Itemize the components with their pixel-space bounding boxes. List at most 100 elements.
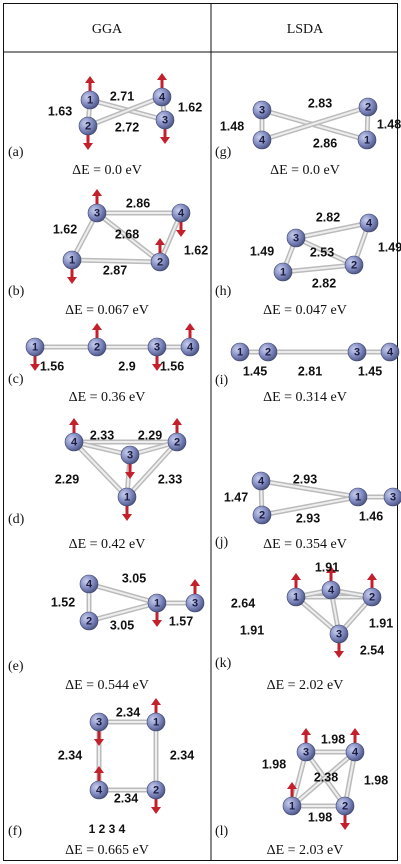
- bond-highlight: [73, 441, 128, 498]
- panel-label: (k): [215, 656, 232, 671]
- spin-arrow-head: [92, 323, 102, 330]
- panel-label: (d): [8, 512, 25, 527]
- atom: [117, 487, 137, 507]
- bond-length: 2.34: [116, 705, 140, 719]
- bond-length: 2.64: [231, 596, 255, 610]
- column-header: GGA: [92, 22, 123, 37]
- atom: [89, 780, 109, 800]
- bond-length: 1.63: [48, 104, 72, 118]
- atom-label: 4: [187, 341, 194, 353]
- atom-label: 2: [365, 101, 371, 113]
- atom: [120, 445, 140, 465]
- atom-label: 2: [351, 259, 357, 271]
- bond-highlight: [282, 264, 355, 273]
- bond-length: 1.48: [220, 119, 244, 133]
- bond-length: 1.45: [358, 364, 382, 378]
- bond-highlight: [71, 259, 161, 263]
- atom: [329, 624, 349, 644]
- bond-length: 2.72: [115, 120, 139, 134]
- atom: [359, 213, 379, 233]
- spin-arrow-head: [157, 73, 167, 80]
- atom: [185, 593, 205, 613]
- atom-label: 1: [364, 134, 370, 146]
- spin-arrow-head: [172, 418, 182, 425]
- bond-highlight: [295, 222, 370, 239]
- atom: [147, 593, 167, 613]
- panel-label: (f): [8, 824, 22, 839]
- spin-arrow-head: [94, 739, 104, 746]
- atom: [258, 342, 278, 362]
- atom-label: 4: [328, 584, 335, 596]
- bond-length: 1.91: [369, 616, 393, 630]
- atom: [273, 262, 293, 282]
- energy: ΔE = 0.544 eV: [65, 678, 149, 693]
- bond-length: 2.34: [114, 791, 138, 805]
- panel-label: (e): [8, 659, 24, 674]
- atom-label: 1: [293, 591, 299, 603]
- atom-label: 4: [159, 91, 166, 103]
- bond-length: 1.98: [262, 757, 286, 771]
- panel-label: (g): [215, 145, 232, 160]
- panel-label: (b): [8, 284, 25, 299]
- panel-label: (j): [215, 535, 229, 550]
- atom: [282, 796, 302, 816]
- bond-length: 1.91: [240, 623, 264, 637]
- spin-arrow-head: [350, 728, 360, 735]
- atom: [357, 130, 377, 150]
- bond-length: 2.33: [90, 428, 114, 442]
- bond-length: 2.71: [110, 89, 134, 103]
- spin-arrow-head: [152, 620, 162, 627]
- bond-highlight: [88, 583, 158, 604]
- atom-label: 2: [174, 436, 180, 448]
- atom-label: 2: [157, 256, 163, 268]
- atom: [383, 487, 401, 507]
- spin-arrow-head: [92, 189, 102, 196]
- atom-label: 4: [86, 578, 93, 590]
- bond-length: 3.05: [110, 618, 134, 632]
- atom-label: 1: [237, 346, 243, 358]
- energy: ΔE = 0.42 eV: [69, 537, 146, 552]
- atom-label: 2: [369, 591, 375, 603]
- bond-length: 1.98: [308, 810, 332, 824]
- atom-label: 3: [293, 232, 299, 244]
- energy: ΔE = 0.0 eV: [72, 163, 142, 178]
- atom-label: 3: [336, 628, 342, 640]
- spin-arrow-head: [151, 807, 161, 814]
- spin-arrow-head: [83, 143, 93, 150]
- atom: [344, 255, 364, 275]
- atom-label: 4: [71, 436, 78, 448]
- bond-highlight: [73, 441, 131, 456]
- bond-length: 1.52: [51, 595, 75, 609]
- atom: [171, 203, 191, 223]
- energy: ΔE = 2.02 eV: [267, 678, 344, 693]
- spin-arrow-head: [326, 566, 336, 573]
- atom: [286, 228, 306, 248]
- energy: ΔE = 0.047 eV: [263, 303, 347, 318]
- bond-length: 2.82: [316, 210, 340, 224]
- footnote: 1 2 3 4: [89, 822, 126, 836]
- bond-length: 1.57: [169, 614, 193, 628]
- bond-length: 2.81: [298, 364, 322, 378]
- atom: [87, 337, 107, 357]
- panel-label: (i): [215, 373, 229, 388]
- bond-length: 1.62: [53, 222, 77, 236]
- atom-label: 1: [154, 597, 160, 609]
- atom: [78, 116, 98, 136]
- spin-arrow-head: [30, 364, 40, 371]
- bond-length: 1.62: [178, 100, 202, 114]
- atom: [25, 337, 45, 357]
- bond-highlight: [261, 106, 369, 141]
- atom: [252, 100, 272, 120]
- energy: ΔE = 0.0 eV: [270, 163, 340, 178]
- panel-label: (a): [8, 145, 24, 160]
- atom-label: 4: [352, 746, 359, 758]
- bond-length: 1.46: [359, 509, 383, 523]
- spin-arrow-head: [155, 238, 165, 245]
- bond-length: 2.82: [312, 276, 336, 290]
- bond-length: 1.48: [377, 117, 401, 131]
- atom-label: 3: [354, 346, 360, 358]
- bond-length: 2.53: [310, 245, 334, 259]
- atom: [146, 780, 166, 800]
- bond-highlight: [261, 496, 359, 516]
